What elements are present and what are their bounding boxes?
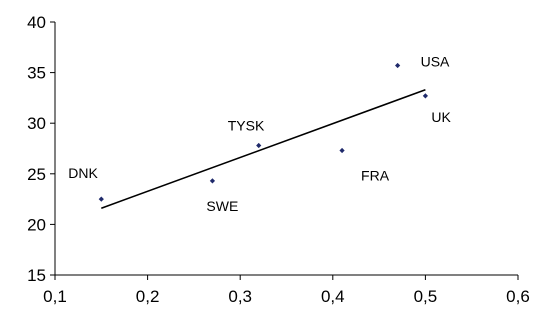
y-tick-label: 30 bbox=[27, 114, 46, 133]
x-tick-label: 0,6 bbox=[506, 287, 530, 306]
data-point-tysk bbox=[256, 142, 262, 149]
trendline-line bbox=[101, 89, 426, 209]
data-label-fra: FRA bbox=[361, 168, 390, 184]
data-point-dnk bbox=[98, 196, 104, 202]
x-tick-label: 0,4 bbox=[321, 287, 345, 306]
x-axis: 0,1 0,2 0,3 0,4 0,5 0,6 bbox=[43, 274, 530, 306]
x-tick-label: 0,3 bbox=[228, 287, 252, 306]
data-label-uk: UK bbox=[431, 109, 451, 125]
data-label-swe: SWE bbox=[206, 198, 238, 214]
trendline bbox=[101, 89, 426, 209]
y-tick-label: 40 bbox=[27, 13, 46, 32]
x-tick-label: 0,1 bbox=[43, 287, 67, 306]
data-point-usa bbox=[395, 62, 401, 69]
y-tick-label: 35 bbox=[27, 64, 46, 83]
data-point-uk bbox=[422, 93, 428, 99]
y-tick-label: 20 bbox=[27, 215, 46, 234]
x-tick-label: 0,5 bbox=[414, 287, 438, 306]
data-label-dnk: DNK bbox=[68, 165, 98, 181]
y-axis: 15 20 25 30 35 40 bbox=[27, 13, 56, 285]
data-point-swe bbox=[209, 178, 216, 184]
data-labels: DNK SWE TYSK FRA USA UK bbox=[68, 54, 451, 214]
data-label-usa: USA bbox=[421, 54, 450, 70]
y-tick-label: 25 bbox=[27, 165, 46, 184]
y-tick-label: 15 bbox=[27, 266, 46, 285]
x-tick-label: 0,2 bbox=[136, 287, 160, 306]
data-point-fra bbox=[339, 147, 345, 154]
data-label-tysk: TYSK bbox=[228, 117, 265, 133]
data-points bbox=[98, 62, 428, 202]
